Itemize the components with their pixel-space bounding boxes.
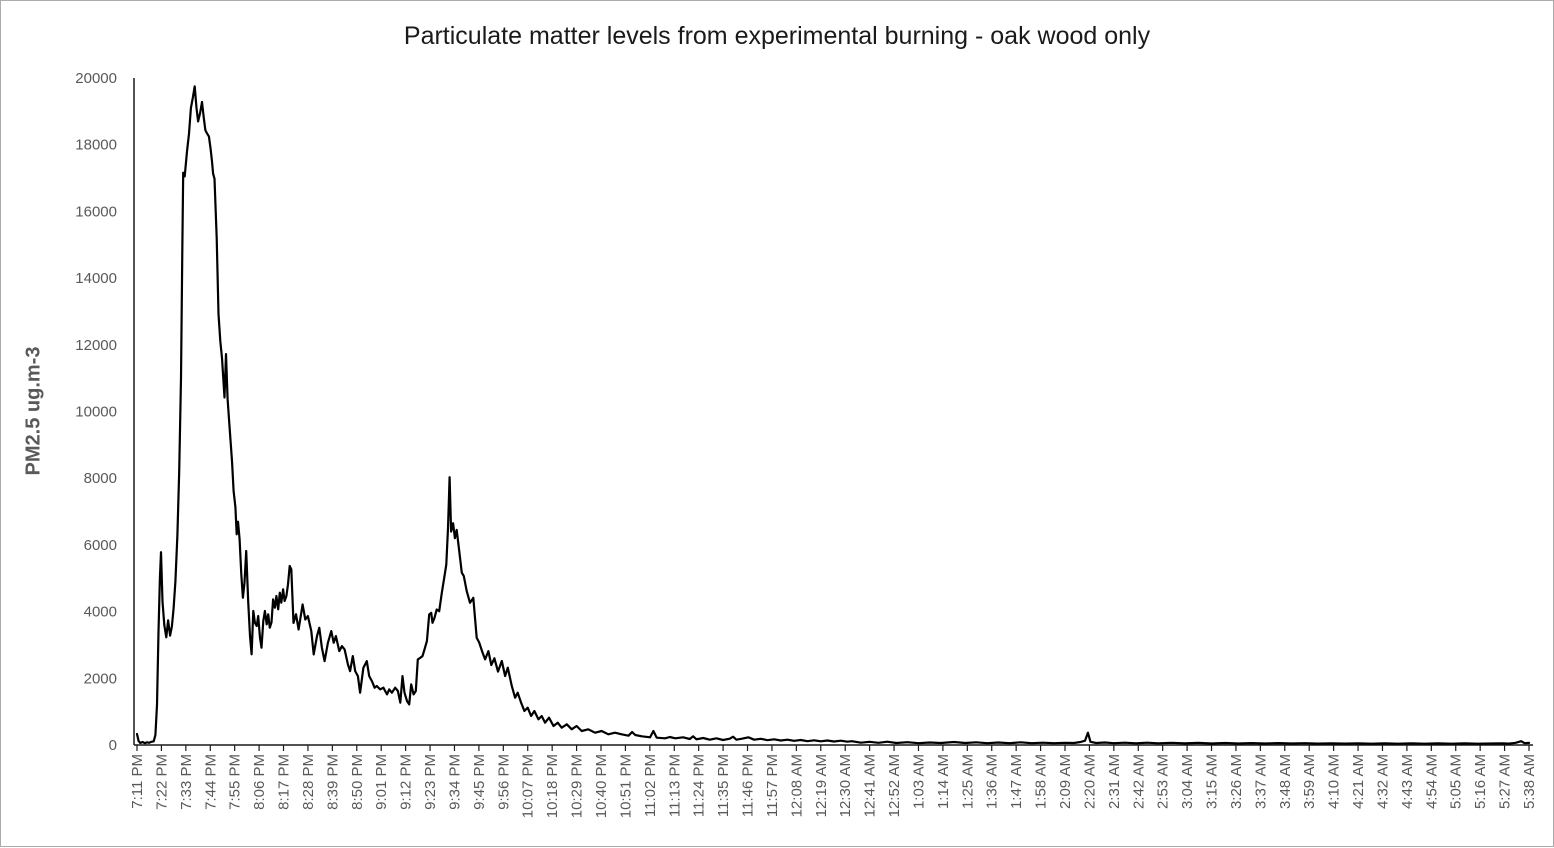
y-tick-label: 10000	[75, 404, 117, 421]
x-tick-label: 9:56 PM	[495, 754, 512, 810]
y-tick-label: 2000	[84, 670, 117, 687]
y-tick-label: 18000	[75, 137, 117, 154]
x-tick-label: 7:22 PM	[153, 754, 170, 810]
y-tick-label: 12000	[75, 337, 117, 354]
x-tick-label: 4:21 AM	[1350, 754, 1367, 809]
x-tick-label: 5:27 AM	[1497, 754, 1514, 809]
x-tick-label: 1:47 AM	[1008, 754, 1025, 809]
x-tick-label: 12:41 AM	[862, 754, 879, 817]
x-tick-label: 7:55 PM	[227, 754, 244, 810]
y-tick-label: 16000	[75, 203, 117, 220]
x-tick-label: 11:46 PM	[740, 754, 757, 817]
x-tick-label: 9:45 PM	[471, 754, 488, 810]
x-tick-label: 8:39 PM	[324, 754, 341, 810]
x-tick-label: 4:10 AM	[1326, 754, 1343, 809]
y-tick-label: 14000	[75, 270, 117, 287]
y-tick-label: 8000	[84, 470, 117, 487]
x-tick-label: 9:01 PM	[373, 754, 390, 810]
y-tick-label: 0	[109, 737, 117, 754]
x-tick-label: 10:29 PM	[569, 754, 586, 818]
x-tick-label: 3:04 AM	[1179, 754, 1196, 809]
x-tick-label: 1:03 AM	[910, 754, 927, 809]
y-tick-label: 20000	[75, 70, 117, 87]
x-tick-label: 8:06 PM	[251, 754, 268, 810]
x-tick-label: 8:50 PM	[349, 754, 366, 810]
chart-title: Particulate matter levels from experimen…	[403, 22, 1151, 50]
x-tick-label: 7:33 PM	[178, 754, 195, 810]
x-tick-label: 2:09 AM	[1057, 754, 1074, 809]
x-tick-label: 7:44 PM	[202, 754, 219, 810]
y-tick-label: 6000	[84, 537, 117, 554]
x-tick-label: 2:53 AM	[1155, 754, 1172, 809]
x-tick-label: 5:38 AM	[1521, 754, 1538, 809]
x-tick-label: 10:07 PM	[520, 754, 537, 818]
x-tick-label: 1:58 AM	[1033, 754, 1050, 809]
x-tick-label: 8:28 PM	[300, 754, 317, 810]
x-tick-label: 9:34 PM	[446, 754, 463, 810]
x-tick-label: 3:26 AM	[1228, 754, 1245, 809]
x-tick-label: 12:52 AM	[886, 754, 903, 817]
x-tick-label: 11:13 PM	[666, 754, 683, 817]
x-tick-label: 4:32 AM	[1374, 754, 1391, 809]
x-tick-label: 12:30 AM	[837, 754, 854, 817]
x-tick-label: 2:20 AM	[1081, 754, 1098, 809]
x-tick-label: 10:18 PM	[544, 754, 561, 818]
x-tick-label: 3:15 AM	[1204, 754, 1221, 809]
x-tick-label: 9:12 PM	[398, 754, 415, 810]
y-tick-label: 4000	[84, 604, 117, 621]
x-tick-label: 9:23 PM	[422, 754, 439, 810]
x-tick-label: 11:02 PM	[642, 754, 659, 817]
x-tick-label: 2:42 AM	[1130, 754, 1147, 809]
x-tick-label: 12:19 AM	[813, 754, 830, 817]
x-tick-label: 11:35 PM	[715, 754, 732, 817]
pm25-series-line	[135, 85, 1531, 745]
x-tick-label: 8:17 PM	[276, 754, 293, 810]
x-tick-label: 5:16 AM	[1472, 754, 1489, 809]
x-tick-label: 5:05 AM	[1448, 754, 1465, 809]
x-tick-label: 4:43 AM	[1399, 754, 1416, 809]
x-tick-label: 1:36 AM	[984, 754, 1001, 809]
x-tick-label: 4:54 AM	[1423, 754, 1440, 809]
x-tick-label: 11:57 PM	[764, 754, 781, 817]
x-tick-label: 10:40 PM	[593, 754, 610, 818]
x-tick-label: 3:59 AM	[1301, 754, 1318, 809]
x-tick-label: 10:51 PM	[617, 754, 634, 818]
x-tick-label: 11:24 PM	[691, 754, 708, 817]
x-tick-label: 2:31 AM	[1106, 754, 1123, 809]
x-tick-label: 3:37 AM	[1252, 754, 1269, 809]
x-tick-label: 12:08 AM	[788, 754, 805, 817]
x-tick-label: 3:48 AM	[1277, 754, 1294, 809]
x-tick-label: 1:14 AM	[935, 754, 952, 809]
x-tick-label: 7:11 PM	[129, 754, 146, 809]
x-tick-label: 1:25 AM	[959, 754, 976, 809]
